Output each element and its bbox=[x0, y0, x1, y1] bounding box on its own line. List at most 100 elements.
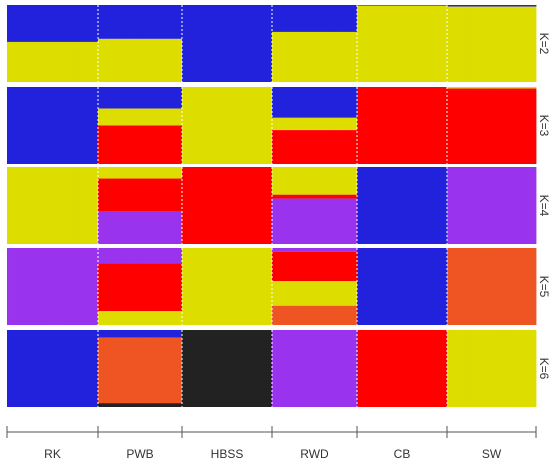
admixture-bar bbox=[351, 117, 358, 131]
admixture-bar bbox=[470, 6, 478, 82]
admixture-bar bbox=[73, 87, 81, 164]
admixture-bar bbox=[98, 178, 104, 212]
admixture-bar bbox=[387, 5, 394, 6]
admixture-bar bbox=[55, 5, 62, 42]
admixture-bar bbox=[242, 248, 249, 325]
admixture-bar bbox=[148, 330, 155, 338]
admixture-bar bbox=[369, 87, 376, 164]
admixture-bar bbox=[159, 38, 166, 82]
population-label: RWD bbox=[300, 447, 329, 461]
admixture-bar bbox=[482, 88, 489, 164]
admixture-bar bbox=[137, 211, 144, 244]
admixture-bar bbox=[85, 167, 93, 244]
admixture-bar bbox=[91, 330, 99, 407]
admixture-bar bbox=[488, 87, 495, 89]
admixture-bar bbox=[306, 251, 313, 282]
admixture-bar bbox=[351, 248, 358, 252]
admixture-bar bbox=[182, 248, 189, 325]
admixture-bar bbox=[417, 330, 424, 407]
admixture-bar bbox=[272, 194, 279, 199]
admixture-bar bbox=[351, 167, 358, 195]
admixture-bar bbox=[351, 198, 358, 244]
admixture-bar bbox=[236, 5, 243, 82]
admixture-bar bbox=[417, 5, 424, 83]
admixture-bar bbox=[506, 6, 513, 82]
admixture-bar bbox=[43, 5, 50, 42]
admixture-bar bbox=[458, 87, 466, 89]
admixture-bar bbox=[294, 31, 301, 82]
admixture-bar bbox=[142, 211, 149, 244]
admixture-bar bbox=[423, 330, 430, 407]
admixture-bar bbox=[148, 87, 155, 109]
admixture-bar bbox=[458, 330, 466, 407]
admixture-bar bbox=[272, 330, 279, 407]
admixture-bar bbox=[170, 5, 177, 39]
admixture-bar bbox=[165, 330, 172, 338]
admixture-bar bbox=[405, 248, 412, 325]
admixture-bar bbox=[148, 337, 155, 404]
admixture-bar bbox=[277, 87, 284, 118]
admixture-bar bbox=[154, 311, 160, 325]
admixture-bar bbox=[242, 330, 249, 407]
admixture-bar bbox=[334, 87, 341, 118]
admixture-bar bbox=[43, 248, 50, 325]
admixture-bar bbox=[103, 178, 110, 212]
admixture-bar bbox=[524, 167, 531, 244]
admixture-bar bbox=[447, 6, 454, 82]
admixture-bar bbox=[500, 88, 507, 164]
admixture-bar bbox=[488, 88, 495, 164]
admixture-bar bbox=[25, 41, 32, 82]
admixture-bar bbox=[375, 87, 382, 164]
admixture-bar bbox=[476, 88, 483, 164]
admixture-bar bbox=[114, 167, 121, 179]
admixture-bar bbox=[236, 167, 243, 244]
admixture-bar bbox=[340, 5, 347, 32]
admixture-bar bbox=[345, 194, 352, 199]
admixture-bar bbox=[411, 5, 418, 6]
admixture-bar bbox=[351, 194, 358, 199]
admixture-bar bbox=[393, 5, 400, 83]
admixture-bar bbox=[399, 5, 406, 83]
admixture-bar bbox=[277, 330, 284, 407]
admixture-bar bbox=[206, 167, 213, 244]
admixture-bar bbox=[148, 263, 155, 312]
admixture-bar bbox=[91, 5, 99, 42]
admixture-bar bbox=[165, 211, 172, 244]
admixture-bar bbox=[393, 5, 400, 6]
admixture-bar bbox=[334, 330, 341, 407]
admixture-bar bbox=[464, 167, 472, 244]
admixture-bar bbox=[176, 87, 183, 109]
admixture-bar bbox=[67, 167, 75, 244]
admixture-bar bbox=[154, 178, 160, 212]
admixture-bar bbox=[452, 87, 460, 89]
admixture-bar bbox=[126, 178, 132, 212]
admixture-bar bbox=[417, 5, 424, 6]
admixture-bar bbox=[98, 125, 104, 164]
admixture-bar bbox=[429, 167, 436, 244]
admixture-bar bbox=[206, 87, 213, 164]
admixture-bar bbox=[98, 38, 104, 82]
admixture-bar bbox=[277, 167, 284, 195]
admixture-bar bbox=[317, 198, 324, 244]
admixture-bar bbox=[126, 263, 132, 312]
admixture-bar bbox=[311, 194, 318, 199]
admixture-bar bbox=[120, 38, 127, 82]
population-label: HBSS bbox=[211, 447, 244, 461]
admixture-bar bbox=[289, 31, 296, 82]
admixture-bar bbox=[289, 194, 296, 199]
admixture-bar bbox=[323, 281, 330, 306]
admixture-bar bbox=[98, 108, 104, 126]
admixture-bar bbox=[506, 88, 513, 164]
admixture-bar bbox=[294, 305, 301, 325]
admixture-bar bbox=[524, 5, 531, 7]
admixture-bar bbox=[452, 88, 460, 164]
admixture-bar bbox=[13, 248, 20, 325]
admixture-bar bbox=[494, 248, 501, 325]
admixture-bar bbox=[218, 5, 225, 82]
admixture-bar bbox=[345, 130, 352, 164]
admixture-bar bbox=[458, 167, 466, 244]
admixture-bar bbox=[159, 87, 166, 109]
admixture-bar bbox=[411, 248, 418, 325]
admixture-bar bbox=[476, 6, 483, 82]
